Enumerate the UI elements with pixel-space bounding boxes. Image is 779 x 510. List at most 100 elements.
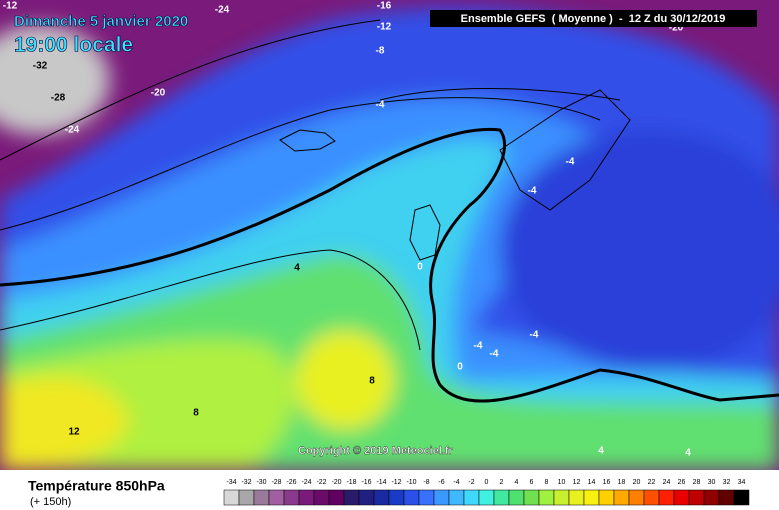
scale-swatch [718,489,735,506]
scale-label: -34 [226,479,236,486]
scale-label: 8 [545,479,549,486]
scale-label: 26 [678,479,686,486]
scale-swatch [673,489,690,506]
scale-swatch [298,489,315,506]
contour-label: -4 [528,186,537,197]
scale-label: 0 [485,479,489,486]
scale-swatch [328,489,345,506]
scale-swatch [613,489,630,506]
contour-label: -4 [530,330,539,341]
scale-swatch [463,489,480,506]
scale-swatch [583,489,600,506]
scale-label: 2 [500,479,504,486]
scale-swatch [283,489,300,506]
scale-swatch [448,489,465,506]
scale-swatch [223,489,240,506]
scale-label: 6 [530,479,534,486]
copyright: Copyright © 2019 Meteociel.fr [298,445,454,457]
scale-swatch [628,489,645,506]
scale-swatch [268,489,285,506]
scale-swatch [373,489,390,506]
scale-swatch [553,489,570,506]
scale-label: -18 [346,479,356,486]
scale-label: 4 [515,479,519,486]
scale-label: -12 [391,479,401,486]
contour-label: -4 [490,349,499,360]
scale-label: -6 [438,479,444,486]
contour-label: -12 [377,22,392,33]
scale-label: -4 [453,479,459,486]
scale-swatch [343,489,360,506]
scale-label: -14 [376,479,386,486]
scale-swatch [568,489,585,506]
scale-label: -24 [301,479,311,486]
scale-label: 22 [648,479,656,486]
scale-swatch [733,489,750,506]
scale-swatch [643,489,660,506]
scale-swatch [433,489,450,506]
scale-label: 20 [633,479,641,486]
color-scale: -34 -32 -30 -28 -26 -24 -22 -20 -18 -16 -14 -12 -10-… [223,479,750,506]
scale-swatch [688,489,705,506]
contour-label: -16 [377,1,392,12]
contour-label: 12 [68,427,80,438]
scale-label: -28 [271,479,281,486]
scale-swatch [538,489,555,506]
contour-label: 4 [294,263,300,274]
scale-label: 10 [558,479,566,486]
scale-swatch [253,489,270,506]
contour-label: -24 [215,5,230,16]
contour-label: 4 [685,448,691,459]
scale-swatch [403,489,420,506]
scale-label: 12 [573,479,581,486]
contour-label: 8 [369,376,375,387]
scale-swatch [523,489,540,506]
contour-label: 0 [417,262,423,273]
scale-swatch [313,489,330,506]
contour-label: -4 [474,341,483,352]
model-text: Ensemble GEFS ( Moyenne ) - 12 Z du 30/1… [461,13,726,25]
scale-swatch [703,489,720,506]
scale-swatch [478,489,495,506]
scale-label: -8 [423,479,429,486]
contour-label: 0 [457,362,463,373]
scale-label: -20 [331,479,341,486]
scale-swatch [238,489,255,506]
scale-swatch [508,489,525,506]
contour-label: 8 [193,408,199,419]
contour-label: -28 [51,93,66,104]
scale-label: -16 [361,479,371,486]
legend-title: Température 850hPa [28,478,165,494]
scale-swatch [388,489,405,506]
date: Dimanche 5 janvier 2020 [14,13,188,30]
scale-label: -32 [241,479,251,486]
scale-label: 28 [693,479,701,486]
scale-label: 18 [618,479,626,486]
scale-label: 14 [588,479,596,486]
scale-swatch [358,489,375,506]
contour-label: -32 [33,61,48,72]
scale-label: 32 [723,479,731,486]
scale-swatch [418,489,435,506]
scale-label: -30 [256,479,266,486]
scale-swatch [493,489,510,506]
map [0,0,779,470]
scale-label: -2 [468,479,474,486]
scale-swatch [658,489,675,506]
scale-label: 24 [663,479,671,486]
contour-label: -8 [376,46,385,57]
contour-label: 4 [598,446,604,457]
scale-label: 30 [708,479,716,486]
scale-label: -10 [406,479,416,486]
contour-label: -4 [566,157,575,168]
contour-label: -4 [376,100,385,111]
scale-label: 34 [738,479,746,486]
contour-label: -20 [151,88,166,99]
scale-label: 16 [603,479,611,486]
contour-labels: -12 -24 -16 -12 -8 -32 -28 -20 -24 -4 -4 -4 0 4 -4 -4 -4… [3,1,691,459]
model-banner [430,10,757,27]
scale-swatch [598,489,615,506]
contour-label: -20 [669,23,684,34]
scale-label: -22 [316,479,326,486]
